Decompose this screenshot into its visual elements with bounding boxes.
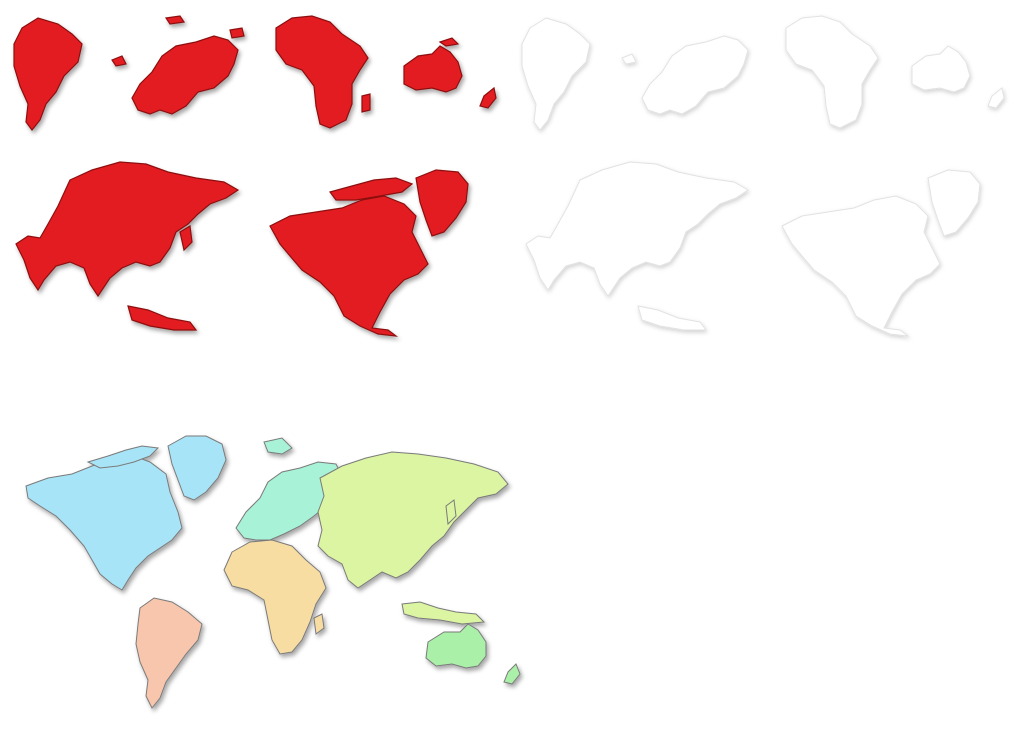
world-asia[interactable]: [317, 451, 509, 589]
red-north-america[interactable]: [269, 195, 429, 337]
red-oceania[interactable]: [403, 45, 463, 93]
white-continent-set: [521, 15, 1005, 337]
white-oceania[interactable]: [911, 45, 971, 93]
world-scandinavia[interactable]: [263, 437, 293, 455]
red-asia[interactable]: [15, 161, 240, 298]
white-north-america-greenland[interactable]: [927, 169, 981, 237]
red-africa[interactable]: [275, 15, 369, 129]
world-madagascar[interactable]: [313, 613, 325, 635]
world-greenland[interactable]: [167, 435, 227, 501]
white-africa[interactable]: [785, 15, 879, 129]
white-north-america[interactable]: [781, 195, 941, 337]
red-oceania-newzealand[interactable]: [479, 86, 497, 109]
white-south-america[interactable]: [521, 17, 591, 131]
white-europe-island-uk[interactable]: [621, 53, 637, 65]
world-canadian-arctic-islands[interactable]: [86, 445, 160, 469]
world-southeast-asia-islands[interactable]: [401, 601, 486, 625]
red-asia-japan[interactable]: [179, 225, 193, 252]
red-europe[interactable]: [131, 35, 239, 115]
world-africa[interactable]: [223, 539, 327, 655]
red-oceania-png[interactable]: [438, 37, 460, 47]
red-asia-islands[interactable]: [127, 305, 198, 331]
red-north-america-arctic[interactable]: [328, 177, 414, 201]
red-europe-island-east[interactable]: [229, 27, 245, 39]
red-europe-island-uk[interactable]: [111, 55, 127, 67]
world-australia[interactable]: [425, 623, 487, 669]
world-map: [25, 435, 521, 709]
red-north-america-greenland[interactable]: [415, 169, 469, 237]
red-south-america[interactable]: [13, 17, 83, 131]
red-continent-set: [13, 15, 497, 337]
world-north-america[interactable]: [25, 455, 183, 591]
white-asia-islands[interactable]: [637, 305, 707, 331]
red-africa-madagascar[interactable]: [361, 93, 371, 113]
white-asia[interactable]: [525, 161, 749, 297]
world-japan[interactable]: [445, 499, 457, 526]
world-new-zealand[interactable]: [503, 663, 521, 685]
red-europe-island-north[interactable]: [164, 15, 186, 25]
world-south-america[interactable]: [135, 597, 203, 709]
white-oceania-newzealand[interactable]: [987, 87, 1005, 109]
white-europe[interactable]: [641, 35, 749, 115]
